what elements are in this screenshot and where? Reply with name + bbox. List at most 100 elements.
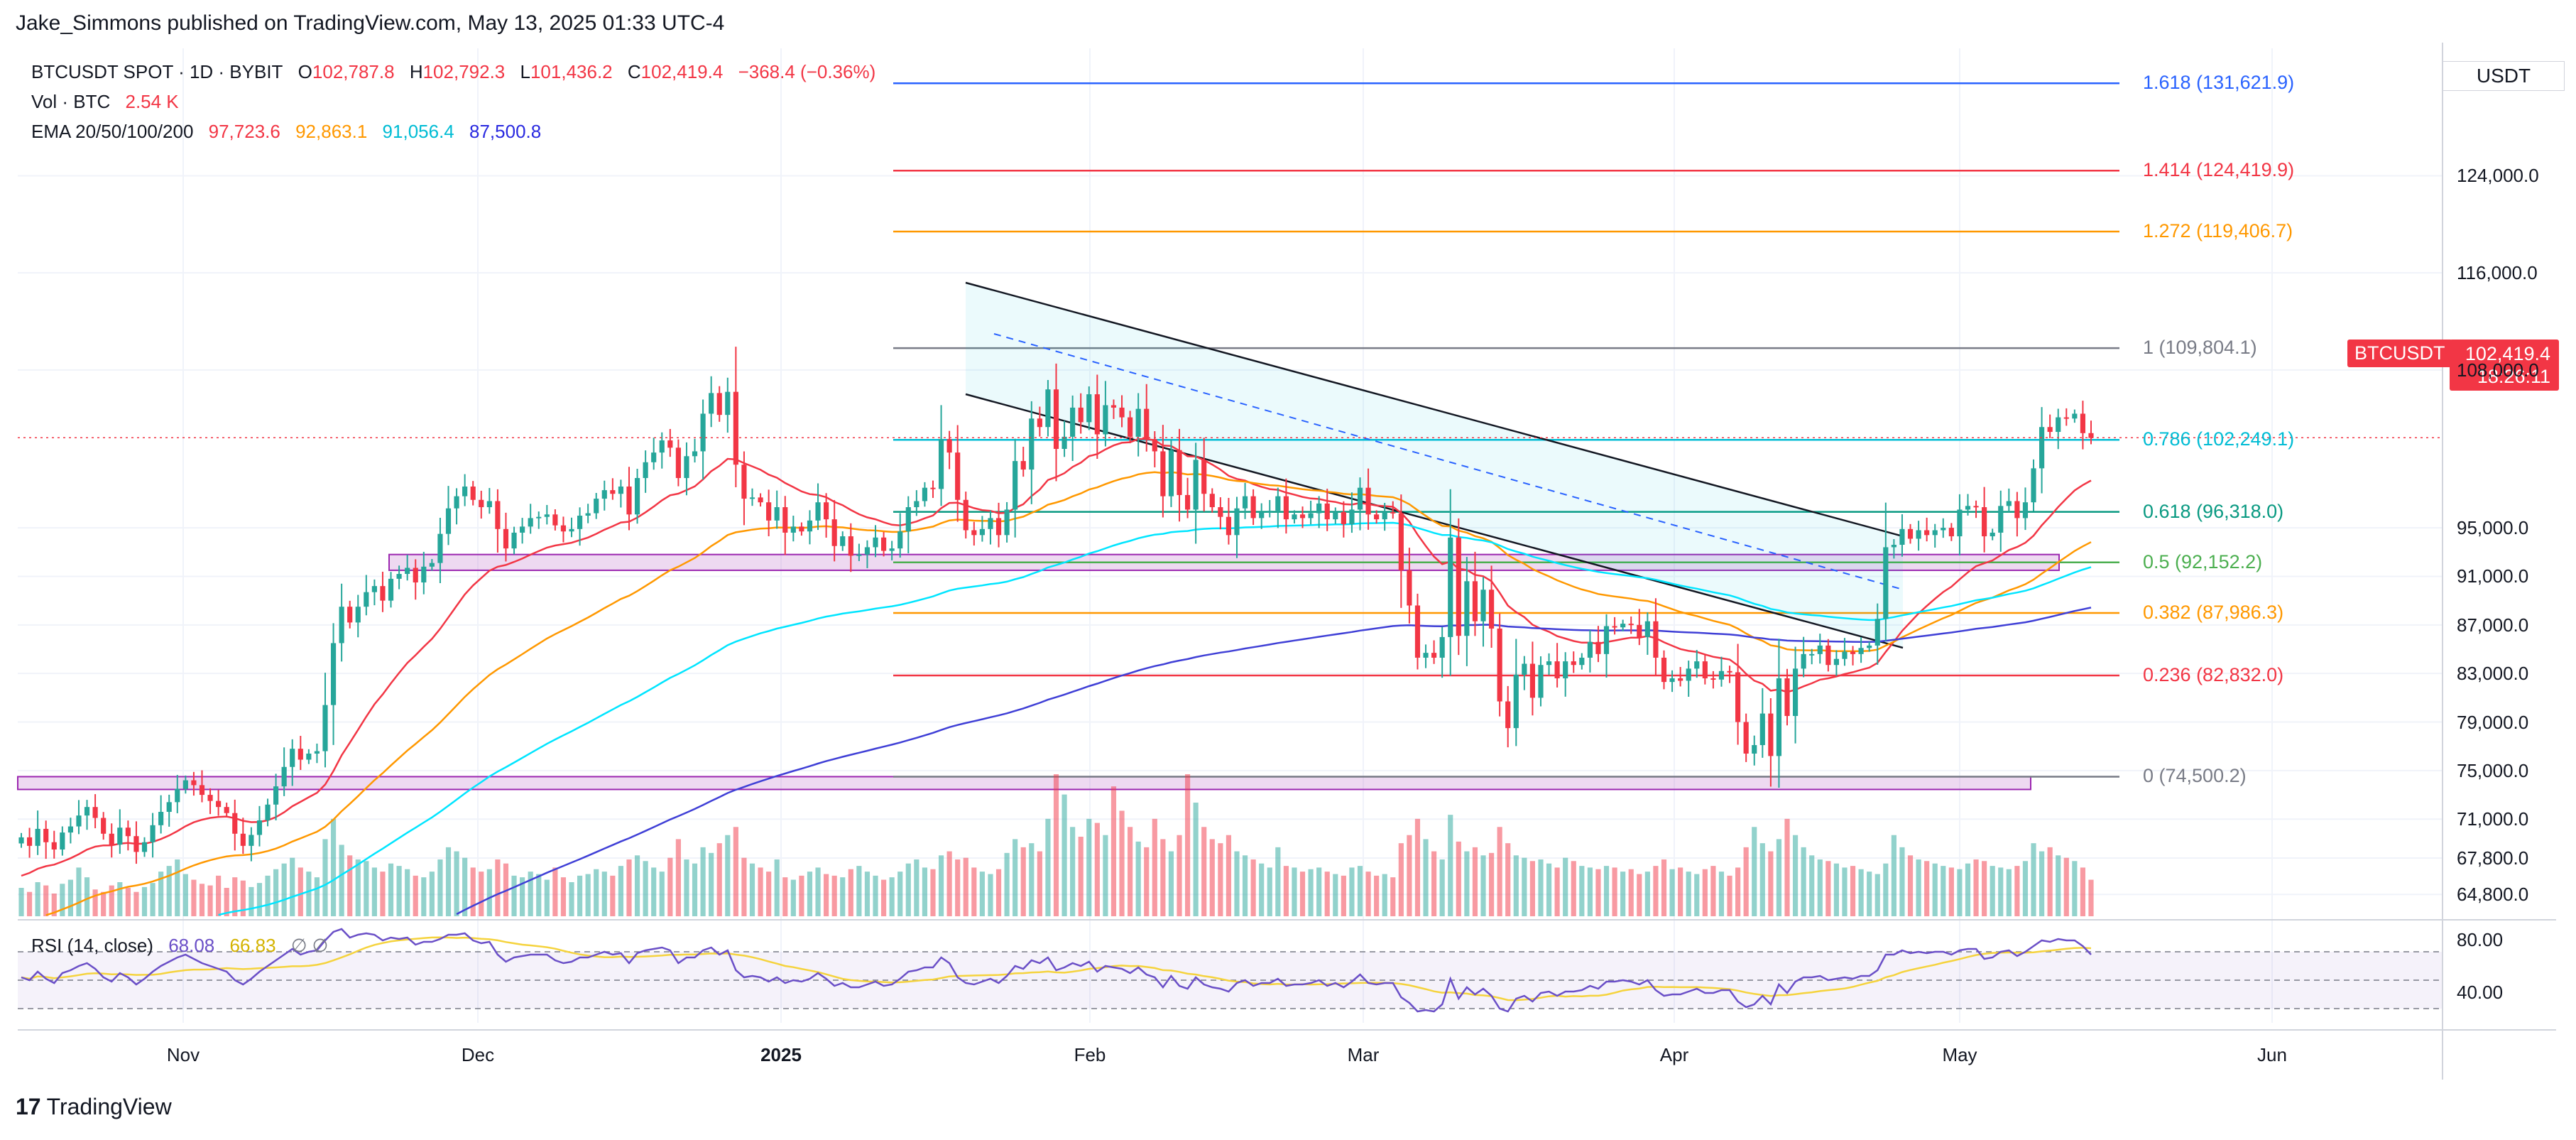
- volume-bar: [675, 839, 681, 916]
- volume-bar: [716, 843, 722, 916]
- candle-body: [1226, 516, 1232, 536]
- volume-bar: [1825, 861, 1831, 916]
- candle-body: [1628, 624, 1634, 626]
- volume-bar: [528, 872, 533, 916]
- candle-body: [429, 563, 435, 567]
- volume-bar: [733, 827, 738, 916]
- candle-body: [1801, 653, 1806, 669]
- candle-body: [1743, 722, 1749, 754]
- candle-body: [569, 528, 574, 532]
- candle-body: [1776, 678, 1782, 756]
- volume-bar: [774, 859, 780, 916]
- candle-body: [314, 751, 320, 754]
- volume-bar: [166, 866, 172, 916]
- volume-bar: [479, 872, 484, 916]
- price-tick-label: 95,000.0: [2457, 517, 2529, 539]
- candle-body: [1004, 509, 1010, 536]
- candle-body: [528, 518, 533, 527]
- candle-body: [133, 836, 139, 852]
- volume-bar: [1932, 863, 1938, 916]
- volume-bar: [634, 855, 640, 916]
- candle-body: [1439, 636, 1445, 658]
- currency-unit-button[interactable]: USDT: [2443, 61, 2565, 91]
- rsi-legend[interactable]: RSI (14, close) 68.08 66.83 ∅ ∅: [31, 935, 338, 957]
- volume-bar: [1349, 867, 1355, 916]
- candle-body: [92, 807, 98, 818]
- candle-body: [1603, 626, 1610, 654]
- volume-bar: [758, 867, 763, 916]
- volume-bar: [125, 888, 131, 916]
- candle-body: [437, 533, 443, 563]
- candle-body: [232, 813, 238, 834]
- volume-bar: [1563, 857, 1568, 916]
- candle-body: [306, 753, 312, 760]
- candle-body: [938, 439, 944, 489]
- candle-body: [963, 499, 968, 531]
- volume-bar: [240, 880, 246, 916]
- time-tick-label: Apr: [1659, 1044, 1689, 1065]
- fib-label-1.272: 1.272 (119,406.7): [2143, 219, 2293, 241]
- candle-body: [1546, 661, 1552, 666]
- price-tick-label: 124,000.0: [2457, 165, 2539, 187]
- candle-body: [1497, 628, 1502, 702]
- candle-body: [396, 574, 402, 579]
- volume-bar: [552, 867, 558, 916]
- volume-bar: [191, 879, 197, 916]
- fib-label-1.618: 1.618 (131,621.9): [2143, 72, 2295, 94]
- candle-body: [864, 547, 871, 555]
- candle-body: [824, 502, 829, 520]
- candle-body: [26, 837, 33, 846]
- volume-bar: [1817, 859, 1823, 916]
- candle-body: [807, 520, 813, 532]
- volume-bar: [1316, 867, 1322, 916]
- volume-bar: [1144, 847, 1150, 916]
- candle-body: [1365, 487, 1371, 515]
- candle-body: [84, 807, 90, 816]
- candle-body: [1292, 514, 1297, 520]
- tradingview-logo[interactable]: 17 TradingView: [16, 1094, 172, 1120]
- candle-body: [560, 525, 567, 532]
- volume-bar: [1776, 839, 1782, 916]
- candle-body: [749, 497, 755, 499]
- candle-body: [67, 826, 73, 833]
- candle-body: [503, 528, 509, 549]
- candle-body: [1201, 460, 1207, 494]
- legend-ema[interactable]: EMA 20/50/100/200 97,723.6 92,863.1 91,0…: [31, 121, 551, 143]
- candle-body: [552, 514, 558, 526]
- candle-body: [840, 536, 846, 546]
- legend-vol-label: Vol · BTC: [31, 91, 111, 112]
- price-tick-label: 67,800.0: [2457, 847, 2529, 869]
- time-tick-label: 2025: [760, 1044, 802, 1065]
- candle-body: [946, 439, 952, 453]
- candle-body: [1932, 530, 1938, 536]
- volume-bar: [1792, 835, 1799, 916]
- candle-body: [1160, 451, 1166, 496]
- volume-bar: [1086, 818, 1092, 916]
- candle-body: [790, 526, 796, 533]
- ema50-line: [45, 471, 2092, 916]
- volume-bar: [1982, 861, 1987, 916]
- volume-bar: [1168, 851, 1174, 916]
- volume-bar: [1874, 874, 1880, 916]
- volume-bar: [1620, 872, 1626, 916]
- ema200-line: [456, 607, 2092, 916]
- volume-bar: [355, 859, 361, 916]
- volume-bar: [1809, 855, 1815, 916]
- volume-bar: [914, 859, 919, 916]
- legend-symbol[interactable]: BTCUSDT SPOT · 1D · BYBIT: [31, 61, 283, 82]
- volume-bar: [1924, 861, 1930, 916]
- volume-bar: [1957, 869, 1963, 916]
- legend-volume[interactable]: Vol · BTC 2.54 K: [31, 91, 189, 113]
- fib-label-0.5: 0.5 (92,152.2): [2143, 550, 2263, 572]
- volume-bar: [1431, 851, 1437, 916]
- legend-open: O102,787.8: [298, 61, 395, 82]
- volume-bar: [1020, 847, 1026, 916]
- candle-body: [1209, 494, 1215, 508]
- candle-body: [1538, 665, 1544, 698]
- volume-bar: [897, 872, 903, 916]
- candle-body: [1710, 678, 1716, 680]
- rsi-value: 68.08: [168, 935, 215, 956]
- volume-bar: [1218, 843, 1223, 916]
- candle-body: [1283, 496, 1289, 520]
